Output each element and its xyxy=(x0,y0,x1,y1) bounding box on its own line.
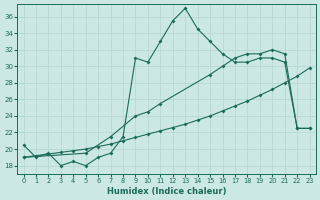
X-axis label: Humidex (Indice chaleur): Humidex (Indice chaleur) xyxy=(107,187,226,196)
